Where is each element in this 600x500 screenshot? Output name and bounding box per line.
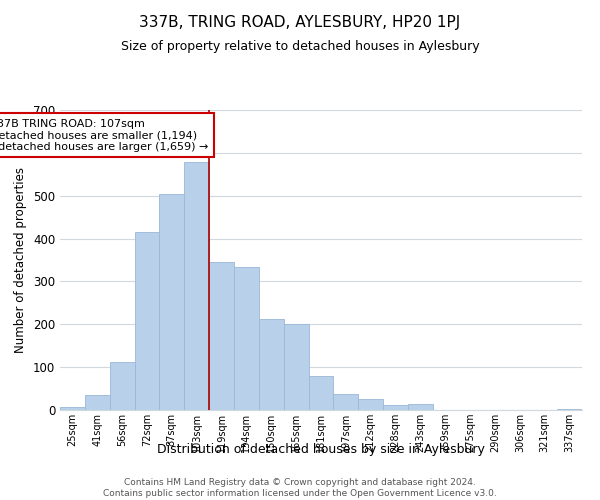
Text: Size of property relative to detached houses in Aylesbury: Size of property relative to detached ho… xyxy=(121,40,479,53)
Bar xyxy=(259,318,284,410)
Bar xyxy=(383,405,408,410)
Bar xyxy=(358,400,383,410)
Bar xyxy=(557,409,582,410)
Text: Distribution of detached houses by size in Aylesbury: Distribution of detached houses by size … xyxy=(157,442,485,456)
Y-axis label: Number of detached properties: Number of detached properties xyxy=(14,167,28,353)
Bar xyxy=(308,376,334,410)
Bar xyxy=(209,262,234,410)
Text: Contains HM Land Registry data © Crown copyright and database right 2024.
Contai: Contains HM Land Registry data © Crown c… xyxy=(103,478,497,498)
Text: 337B TRING ROAD: 107sqm
← 41% of detached houses are smaller (1,194)
57% of semi: 337B TRING ROAD: 107sqm ← 41% of detache… xyxy=(0,118,209,152)
Bar xyxy=(234,268,259,410)
Bar xyxy=(284,324,308,410)
Bar xyxy=(184,162,209,410)
Bar xyxy=(110,362,134,410)
Bar xyxy=(334,394,358,410)
Text: 337B, TRING ROAD, AYLESBURY, HP20 1PJ: 337B, TRING ROAD, AYLESBURY, HP20 1PJ xyxy=(139,15,461,30)
Bar xyxy=(160,194,184,410)
Bar xyxy=(85,395,110,410)
Bar xyxy=(60,406,85,410)
Bar xyxy=(134,232,160,410)
Bar xyxy=(408,404,433,410)
